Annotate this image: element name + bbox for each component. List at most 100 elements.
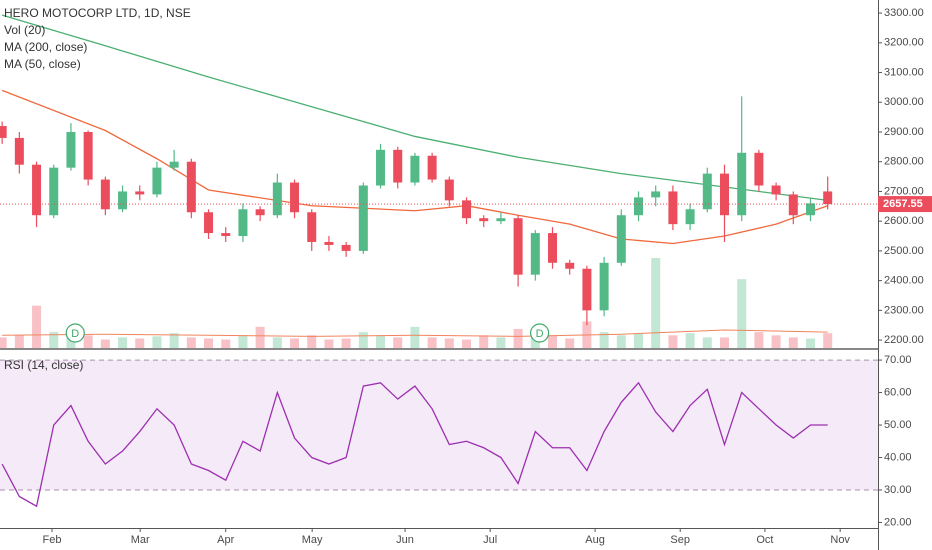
y-tick-label: 60.00: [884, 386, 912, 398]
volume-bar: [513, 328, 523, 348]
y-tick-label: 2800.00: [884, 156, 924, 168]
volume-bar: [255, 326, 265, 348]
volume-bar: [410, 326, 420, 348]
x-tick-label: Apr: [217, 534, 234, 546]
volume-bar: [634, 333, 644, 348]
x-tick-label: Jun: [396, 534, 414, 546]
y-tick-label: 2500.00: [884, 245, 924, 257]
candle-body: [548, 233, 558, 263]
volume-bar: [66, 336, 76, 348]
y-tick-label: 3300.00: [884, 7, 924, 19]
candle-body: [410, 155, 420, 183]
candle-body: [685, 209, 695, 225]
legend-volume: Vol (20): [4, 23, 45, 37]
candle-body: [582, 268, 592, 311]
volume-bar: [599, 332, 609, 348]
volume-bar: [272, 337, 282, 348]
volume-bar: [427, 337, 437, 348]
volume-bar: [823, 333, 833, 348]
candle-body: [66, 131, 76, 168]
y-tick-label: 3200.00: [884, 37, 924, 49]
x-tick-label: Nov: [830, 534, 850, 546]
volume-bar: [805, 338, 815, 348]
x-tick-label: May: [302, 534, 323, 546]
x-tick-label: Jul: [483, 534, 497, 546]
last-price-box: [878, 196, 932, 213]
y-tick-label: 40.00: [884, 451, 912, 463]
rsi-line: [1, 381, 828, 508]
candle-body: [341, 244, 351, 251]
volume-bar: [668, 335, 678, 348]
candle-body: [0, 126, 7, 138]
candle-body: [221, 233, 231, 237]
chart-title: HERO MOTOCORP LTD, 1D, NSE: [4, 6, 191, 20]
candle-body: [100, 179, 110, 210]
candle-body: [668, 191, 678, 225]
candle-body: [805, 203, 815, 216]
candle-body: [238, 209, 248, 237]
volume-bar: [0, 337, 7, 348]
ma-line: [1, 89, 828, 245]
dividend-marker: [65, 323, 85, 343]
volume-bar: [358, 332, 368, 348]
candle-body: [496, 218, 506, 222]
volume-bar: [238, 335, 248, 348]
candle-body: [513, 218, 523, 275]
last-price-label: 2657.55: [883, 198, 923, 210]
candle-body: [204, 212, 214, 234]
volume-bar: [186, 337, 196, 348]
volume-bar: [496, 337, 506, 348]
candle-body: [135, 191, 145, 195]
y-tick-label: 50.00: [884, 419, 912, 431]
x-tick-label: Sep: [670, 534, 690, 546]
volume-bar: [341, 338, 351, 348]
legend-rsi: RSI (14, close): [4, 358, 83, 372]
legend-ma200: MA (200, close): [4, 40, 87, 54]
candle-body: [32, 164, 42, 216]
volume-bar: [324, 339, 334, 348]
volume-bar: [169, 333, 179, 348]
candle-body: [771, 185, 781, 195]
candle-body: [462, 200, 472, 219]
volume-bar: [221, 339, 231, 348]
candle-body: [393, 149, 403, 183]
rsi-pane: 20.00 30.00 40.00 50.00 60.00 70.00 Feb Mar Apr M…: [0, 354, 912, 546]
ma-line: [1, 14, 828, 202]
candle-body: [754, 152, 764, 186]
volume-bar: [702, 337, 712, 348]
y-tick-label: 70.00: [884, 354, 912, 366]
volume-bar: [548, 335, 558, 348]
candle-body: [307, 212, 317, 242]
x-tick-label: Mar: [131, 534, 150, 546]
volume-bar: [152, 336, 162, 348]
candle-body: [737, 152, 747, 216]
dividend-label: D: [536, 328, 544, 340]
volume-bar: [83, 335, 93, 348]
volume-bar: [32, 305, 42, 348]
candle-body: [49, 167, 59, 216]
y-tick-label: 3000.00: [884, 96, 924, 108]
volume-bar: [479, 335, 489, 348]
candle-body: [272, 182, 282, 216]
x-tick-label: Aug: [585, 534, 605, 546]
x-tick-label: Oct: [756, 534, 773, 546]
candle-body: [530, 233, 540, 275]
volume-bar: [737, 279, 747, 348]
x-tick-label: Feb: [43, 534, 62, 546]
candle-body: [83, 131, 93, 180]
candle-body: [358, 185, 368, 251]
volume-bar: [290, 338, 300, 348]
candle-body: [565, 262, 575, 269]
volume-bar: [530, 337, 540, 348]
candle-body: [823, 191, 833, 205]
candle-body: [324, 241, 334, 245]
candle-body: [118, 191, 128, 210]
y-tick-label: 3100.00: [884, 66, 924, 78]
candle-body: [720, 173, 730, 216]
rsi-band: [0, 360, 878, 490]
volume-bar: [720, 337, 730, 348]
candle-body: [634, 197, 644, 216]
